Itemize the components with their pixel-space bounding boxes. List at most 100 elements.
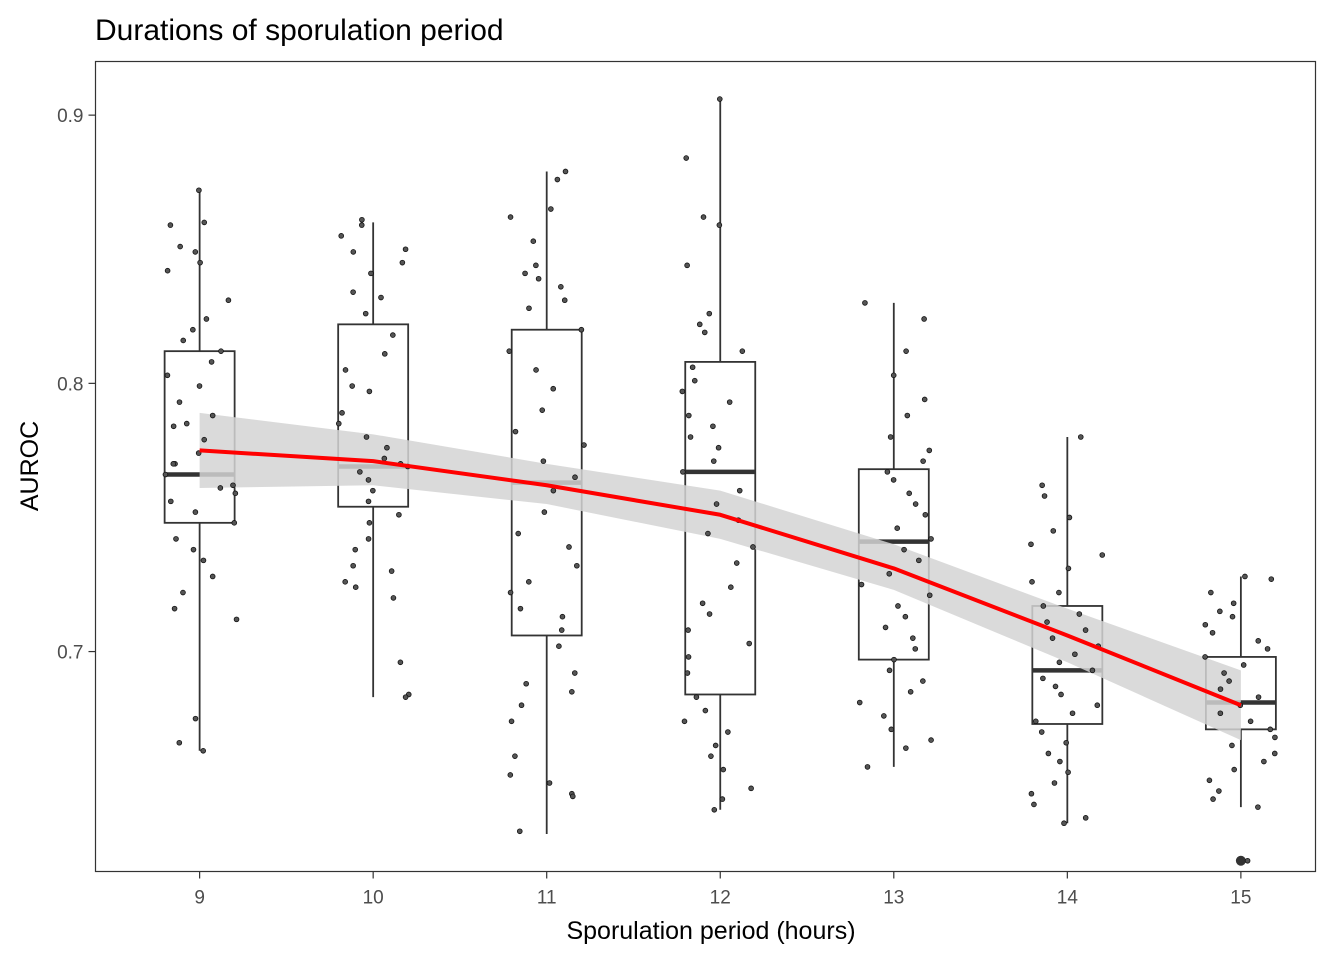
data-point bbox=[920, 678, 926, 684]
data-point bbox=[912, 646, 919, 652]
data-point bbox=[1082, 815, 1089, 821]
data-point bbox=[1040, 603, 1047, 609]
data-point bbox=[1038, 729, 1045, 735]
data-point bbox=[402, 694, 409, 700]
data-point bbox=[1231, 766, 1237, 773]
data-point bbox=[390, 332, 396, 338]
data-point bbox=[378, 294, 384, 301]
data-point bbox=[906, 490, 913, 497]
outlier-point bbox=[1235, 855, 1246, 866]
data-point bbox=[1255, 638, 1262, 644]
data-point bbox=[921, 316, 927, 322]
data-point bbox=[706, 611, 713, 617]
data-point bbox=[907, 688, 914, 695]
data-point bbox=[533, 367, 539, 373]
data-point bbox=[1072, 651, 1078, 658]
data-point bbox=[365, 498, 372, 505]
data-point bbox=[559, 613, 566, 620]
data-point bbox=[683, 155, 690, 161]
data-point bbox=[686, 412, 692, 419]
data-point bbox=[225, 297, 232, 304]
data-point bbox=[926, 592, 933, 599]
data-point bbox=[705, 530, 711, 537]
data-point bbox=[862, 300, 868, 306]
data-point bbox=[366, 520, 373, 526]
confidence-band bbox=[199, 412, 1241, 741]
data-point bbox=[1242, 573, 1248, 580]
data-point bbox=[887, 434, 894, 440]
data-point bbox=[1029, 579, 1035, 585]
data-point bbox=[233, 616, 240, 623]
data-point bbox=[335, 420, 342, 427]
data-point bbox=[530, 238, 537, 245]
data-point bbox=[1264, 646, 1271, 652]
data-point bbox=[881, 713, 887, 719]
data-point bbox=[710, 423, 716, 430]
data-point bbox=[399, 259, 406, 266]
data-point bbox=[928, 737, 934, 743]
data-point bbox=[562, 168, 569, 175]
data-point bbox=[920, 458, 926, 464]
data-point bbox=[170, 423, 177, 430]
jitter-points bbox=[162, 96, 1278, 864]
data-point bbox=[506, 348, 513, 354]
data-point bbox=[515, 530, 522, 537]
data-point bbox=[696, 321, 703, 328]
data-point bbox=[388, 568, 395, 574]
axes: 9 10 11 12 13 14 15 0.7 0.8 0.9 bbox=[57, 106, 1251, 908]
data-point bbox=[708, 753, 714, 759]
data-point bbox=[162, 471, 169, 478]
data-point bbox=[1099, 552, 1106, 558]
data-point bbox=[366, 388, 373, 395]
data-point bbox=[726, 399, 733, 405]
data-point bbox=[358, 222, 365, 228]
y-tick-label: 0.7 bbox=[57, 643, 83, 664]
data-point bbox=[167, 222, 174, 228]
data-point bbox=[710, 458, 717, 464]
data-point bbox=[203, 316, 210, 322]
data-point bbox=[882, 624, 889, 631]
data-point bbox=[508, 718, 515, 725]
data-point bbox=[507, 214, 514, 220]
data-point bbox=[733, 560, 740, 566]
data-point bbox=[517, 605, 524, 612]
data-point bbox=[556, 643, 562, 650]
data-point bbox=[516, 828, 523, 835]
data-point bbox=[232, 490, 239, 497]
x-tick-label: 15 bbox=[1230, 888, 1251, 909]
data-point bbox=[1208, 589, 1214, 596]
data-point bbox=[1031, 801, 1037, 808]
data-point bbox=[894, 525, 901, 531]
data-point bbox=[691, 377, 698, 384]
data-point bbox=[350, 562, 356, 569]
data-point bbox=[684, 670, 691, 676]
data-point bbox=[218, 348, 224, 354]
data-point bbox=[231, 520, 238, 526]
data-point bbox=[700, 214, 707, 220]
data-point bbox=[350, 289, 356, 295]
data-point bbox=[180, 589, 186, 596]
data-point bbox=[1221, 670, 1227, 676]
data-point bbox=[716, 222, 723, 228]
data-point bbox=[176, 399, 183, 405]
data-point bbox=[1230, 600, 1237, 607]
data-point bbox=[1210, 796, 1216, 802]
data-point bbox=[546, 780, 553, 786]
data-point bbox=[196, 187, 202, 194]
data-point bbox=[679, 388, 686, 395]
x-tick-label: 9 bbox=[194, 888, 205, 909]
data-point bbox=[1229, 742, 1235, 749]
data-point bbox=[342, 579, 348, 585]
data-point bbox=[512, 428, 519, 435]
data-point bbox=[192, 249, 199, 255]
data-point bbox=[702, 707, 709, 714]
data-point bbox=[539, 407, 546, 413]
y-axis-label: AUROC bbox=[16, 421, 44, 511]
data-point bbox=[903, 348, 909, 354]
data-point bbox=[201, 219, 208, 226]
data-point bbox=[558, 627, 565, 633]
data-point bbox=[685, 627, 691, 633]
data-point bbox=[357, 469, 363, 475]
data-point bbox=[712, 742, 719, 749]
